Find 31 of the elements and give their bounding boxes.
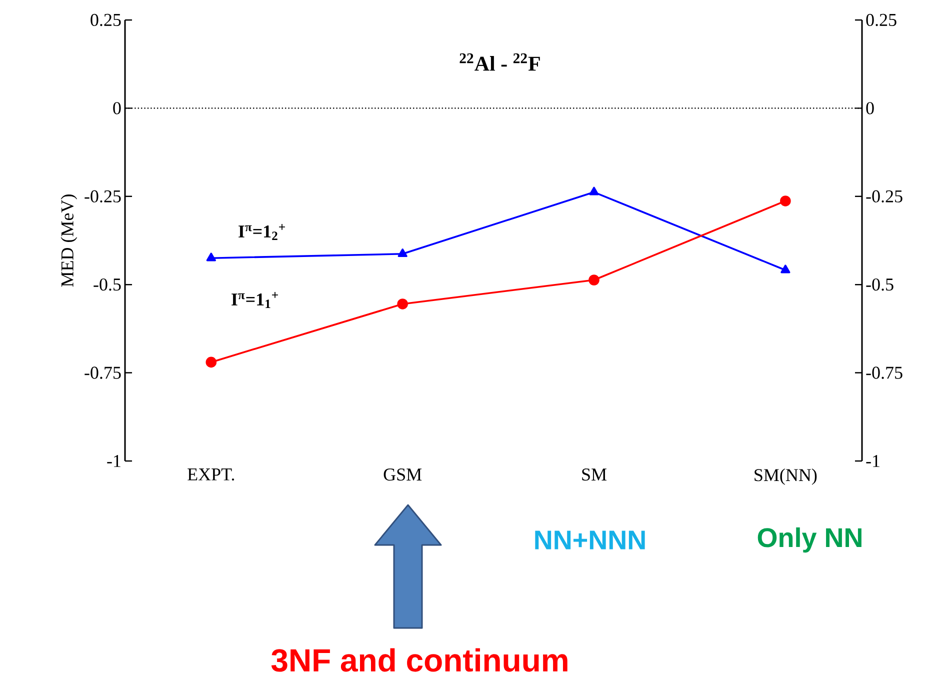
y2-tick-label: 0 [866, 102, 874, 114]
y-tick-label: -0.25 [84, 190, 121, 202]
point [588, 274, 600, 286]
y-tick-label: 0.25 [90, 14, 121, 26]
point [397, 298, 408, 310]
y2-tick-label: -1 [866, 455, 880, 467]
point [398, 248, 408, 258]
y2-tick-label: 0.25 [866, 14, 896, 26]
y2-tick-label: -0.75 [866, 366, 902, 379]
y-axis-title: MED (MeV) [60, 194, 78, 287]
x-tick-label: SM [582, 468, 606, 481]
series-label: I$^{π}$=1$_{2}$+ [238, 224, 285, 240]
point [206, 252, 216, 262]
series-label: I$^{π}$=1$_{1}$+ [232, 292, 278, 308]
text: $^{22}$Al - $^{22}$F [460, 53, 540, 71]
point [780, 264, 790, 274]
text: 3NF and continuum [271, 648, 568, 672]
y2-tick-label: -0.25 [866, 190, 902, 202]
y2-tick-label: -0.5 [866, 278, 894, 291]
y-tick-label: -0.5 [94, 278, 121, 291]
y-tick-label: -0.75 [84, 366, 121, 379]
x-tick-label: GSM [384, 468, 422, 481]
point [206, 356, 217, 368]
y-tick-label: 0 [113, 102, 121, 114]
point [780, 196, 791, 206]
y-tick-label: -1 [107, 455, 120, 467]
point [589, 186, 599, 196]
text: NN+NNN [535, 530, 645, 550]
x-tick-label: SM(NN) [754, 468, 817, 485]
x-tick-label: EXPT. [188, 468, 234, 481]
text: Only NN [758, 527, 862, 553]
